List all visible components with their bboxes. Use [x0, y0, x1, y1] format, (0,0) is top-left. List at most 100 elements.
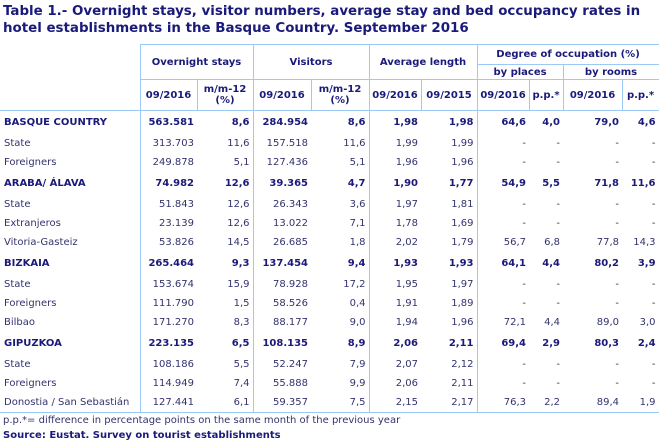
row-label: Foreigners: [0, 294, 141, 313]
cell-value: -: [522, 157, 527, 168]
cell-value: 2,2: [529, 393, 564, 413]
cell-value: 1,96: [395, 157, 418, 168]
cell-value: 111.790: [152, 298, 194, 309]
cell-value: 157.518: [266, 138, 308, 149]
cell-value: 5,5: [197, 355, 254, 374]
header-col: m/m-12 (%): [196, 79, 254, 111]
table-row: Vitoria-Gasteiz 53.826 14,5 26.685 1,8 2,02 1,…: [0, 233, 659, 252]
cell-value: 9,3: [197, 252, 254, 275]
cell-value: 1,79: [421, 233, 478, 252]
cell-value: 114.949: [152, 378, 194, 389]
header-col: m/m-12 (%): [310, 79, 370, 111]
cell-value: 4,0: [542, 117, 561, 128]
cell-value: -: [615, 359, 620, 370]
cell-value: 76,3: [477, 393, 530, 413]
cell-value: 1,8: [311, 233, 370, 252]
cell-value: -: [556, 298, 561, 309]
table-row: Bilbao 171.270 8,3 88.177 9,0 1,94 1,96 72,1 4,4…: [0, 313, 659, 332]
cell-value: 2,9: [542, 338, 561, 349]
table-row: BIZKAIA 265.464 9,3 137.454 9,4 1,93 1,93 64,1 4…: [0, 252, 659, 275]
header-col: 09/2016: [476, 79, 530, 111]
cell-value: 12,6: [197, 214, 254, 233]
cell-value: -: [556, 279, 561, 290]
cell-value: 1,97: [421, 275, 478, 294]
cell-value: -: [622, 355, 659, 374]
cell-value: 8,3: [197, 313, 254, 332]
cell-value: 14,5: [197, 233, 254, 252]
cell-value: -: [556, 359, 561, 370]
cell-value: -: [522, 218, 527, 229]
header-rooms: by rooms: [562, 64, 659, 80]
cell-value: 12,6: [197, 172, 254, 195]
cell-value: 14,3: [622, 233, 659, 252]
cell-value: 9,9: [311, 374, 370, 393]
cell-value: 4,6: [622, 110, 659, 134]
cell-value: 7,9: [311, 355, 370, 374]
cell-value: 72,1: [503, 317, 527, 328]
row-label: Vitoria-Gasteiz: [0, 233, 141, 252]
cell-value: 7,4: [197, 374, 254, 393]
row-label: Donostia / San Sebastián: [0, 393, 141, 413]
cell-value: 5,1: [311, 153, 370, 172]
cell-value: 9,0: [311, 313, 370, 332]
cell-value: 1,81: [421, 195, 478, 214]
cell-value: 1,99: [421, 134, 478, 153]
cell-value: 4,4: [544, 317, 561, 328]
table-row: BASQUE COUNTRY 563.581 8,6 284.954 8,6 1,98 1,…: [0, 110, 659, 134]
cell-value: 64,1: [501, 258, 527, 269]
table-title: Table 1.- Overnight stays, visitor numbe…: [3, 4, 641, 36]
cell-value: 1,90: [393, 178, 418, 189]
cell-value: 108.186: [152, 359, 194, 370]
header-col: 09/2016: [368, 79, 422, 111]
cell-value: 223.135: [148, 338, 194, 349]
table-row: Foreigners 111.790 1,5 58.526 0,4 1,91 1,89- - -…: [0, 294, 659, 313]
header-col: 09/2016: [562, 79, 623, 111]
header-col: 09/2016: [139, 79, 198, 111]
cell-value: 1,69: [421, 214, 478, 233]
table-row: State 51.843 12,6 26.343 3,6 1,97 1,81- - - -: [0, 195, 659, 214]
table-row: State 108.186 5,5 52.247 7,9 2,07 2,12- - - -: [0, 355, 659, 374]
footnote: p.p.*= difference in percentage points o…: [3, 415, 401, 426]
table-row: ARABA/ ÁLAVA 74.982 12,6 39.365 4,7 1,90 1,77 5…: [0, 172, 659, 195]
cell-value: 7,5: [311, 393, 370, 413]
cell-value: 56,7: [503, 237, 527, 248]
cell-value: 284.954: [262, 117, 308, 128]
cell-value: 8,9: [311, 332, 370, 355]
row-label: BIZKAIA: [0, 252, 141, 275]
cell-value: 5,5: [542, 178, 561, 189]
cell-value: 1,96: [421, 313, 478, 332]
cell-value: 3,6: [311, 195, 370, 214]
cell-value: -: [615, 279, 620, 290]
cell-value: 8,6: [311, 110, 370, 134]
cell-value: 2,4: [622, 332, 659, 355]
cell-value: 1,77: [421, 172, 478, 195]
row-label: BASQUE COUNTRY: [0, 110, 141, 134]
cell-value: 2,15: [369, 393, 421, 413]
table-row: GIPUZKOA 223.135 6,5 108.135 8,9 2,06 2,11 69,4…: [0, 332, 659, 355]
row-label: Foreigners: [0, 374, 141, 393]
header-col: 09/2016: [252, 79, 312, 111]
cell-value: 2,06: [395, 378, 418, 389]
cell-value: 2,02: [395, 237, 418, 248]
header-col: 09/2015: [420, 79, 478, 111]
header-visitors: Visitors: [252, 44, 370, 80]
cell-value: 51.843: [159, 199, 194, 210]
cell-value: 9,4: [311, 252, 370, 275]
row-label: ARABA/ ÁLAVA: [0, 172, 141, 195]
cell-value: 1,96: [421, 153, 478, 172]
cell-value: 1,93: [393, 258, 418, 269]
cell-value: -: [622, 374, 659, 393]
row-label: Extranjeros: [0, 214, 141, 233]
cell-value: -: [556, 157, 561, 168]
cell-value: -: [615, 378, 620, 389]
row-label: State: [0, 275, 141, 294]
cell-value: 1,94: [395, 317, 418, 328]
cell-value: 1,5: [197, 294, 254, 313]
cell-value: 89,4: [563, 393, 623, 413]
cell-value: 12,6: [197, 195, 254, 214]
header-overnight: Overnight stays: [139, 44, 254, 80]
row-label: State: [0, 355, 141, 374]
cell-value: 127.441: [140, 393, 197, 413]
cell-value: 3,0: [622, 313, 659, 332]
cell-value: -: [622, 195, 659, 214]
